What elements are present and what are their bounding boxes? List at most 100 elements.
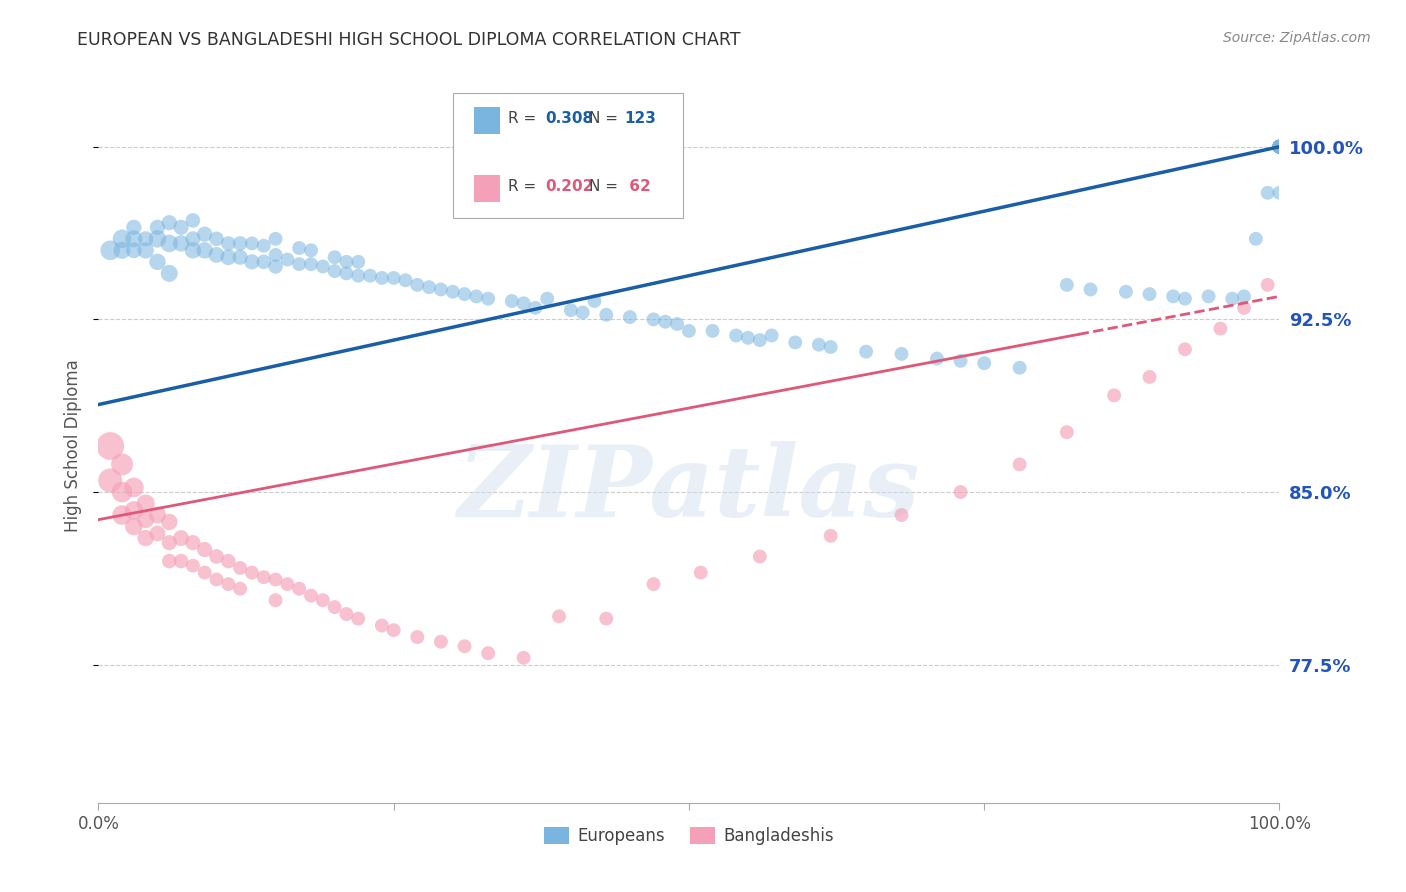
Point xyxy=(181,558,204,573)
Point xyxy=(253,255,276,269)
Point xyxy=(1268,140,1291,154)
Point xyxy=(571,305,593,319)
Point xyxy=(323,264,346,278)
Point xyxy=(1268,140,1291,154)
Point xyxy=(1268,140,1291,154)
Point xyxy=(194,244,217,258)
Point xyxy=(1268,140,1291,154)
Point xyxy=(1115,285,1137,299)
Point xyxy=(217,577,239,591)
Point xyxy=(347,268,370,283)
Point xyxy=(359,268,381,283)
Text: R =: R = xyxy=(508,111,537,126)
Legend: Europeans, Bangladeshis: Europeans, Bangladeshis xyxy=(537,820,841,852)
Point xyxy=(135,497,157,511)
Point xyxy=(1257,186,1279,200)
Point xyxy=(264,573,287,587)
Point xyxy=(240,566,263,580)
Point xyxy=(453,640,475,654)
Point xyxy=(371,271,394,285)
Point xyxy=(1139,287,1161,301)
Point xyxy=(748,333,770,347)
Point xyxy=(264,232,287,246)
Point xyxy=(217,554,239,568)
Point xyxy=(1268,140,1291,154)
Point xyxy=(855,344,877,359)
Point xyxy=(299,257,322,271)
Point xyxy=(217,250,239,264)
Point xyxy=(1209,321,1232,335)
Point xyxy=(1268,140,1291,154)
Text: ZIPatlas: ZIPatlas xyxy=(458,441,920,537)
Point xyxy=(1220,292,1243,306)
Point xyxy=(229,582,252,596)
Point xyxy=(1268,140,1291,154)
Point xyxy=(146,508,169,522)
Point xyxy=(1268,140,1291,154)
Point xyxy=(654,315,676,329)
Text: R =: R = xyxy=(508,178,537,194)
Point xyxy=(170,236,193,251)
Point xyxy=(1268,140,1291,154)
Point xyxy=(820,529,842,543)
Point xyxy=(98,244,121,258)
Point xyxy=(312,593,335,607)
Point xyxy=(146,232,169,246)
Point xyxy=(453,287,475,301)
Point xyxy=(157,535,180,549)
FancyBboxPatch shape xyxy=(474,107,501,134)
Point xyxy=(157,515,180,529)
Point xyxy=(288,582,311,596)
Point xyxy=(276,577,298,591)
Point xyxy=(406,277,429,292)
Point xyxy=(1268,140,1291,154)
Point xyxy=(264,260,287,274)
Point xyxy=(312,260,335,274)
Point xyxy=(560,303,582,318)
Point xyxy=(595,612,617,626)
Point xyxy=(1268,140,1291,154)
Point xyxy=(157,266,180,280)
Point xyxy=(1233,301,1256,315)
Point xyxy=(347,255,370,269)
Point xyxy=(1268,140,1291,154)
Point xyxy=(820,340,842,354)
Point xyxy=(157,216,180,230)
Point xyxy=(1244,232,1267,246)
Point xyxy=(548,609,571,624)
Point xyxy=(1268,140,1291,154)
Point xyxy=(194,227,217,242)
Point xyxy=(181,535,204,549)
Point xyxy=(737,331,759,345)
Point xyxy=(335,255,357,269)
Point xyxy=(122,220,145,235)
Point xyxy=(1268,140,1291,154)
Point xyxy=(111,508,134,522)
Point xyxy=(430,634,453,648)
Point xyxy=(1174,343,1197,357)
Point xyxy=(1268,140,1291,154)
Point xyxy=(501,293,523,308)
Point xyxy=(157,236,180,251)
Point xyxy=(122,519,145,533)
Point xyxy=(205,573,228,587)
Text: N =: N = xyxy=(589,111,617,126)
Point xyxy=(146,220,169,235)
Point xyxy=(135,232,157,246)
Point xyxy=(264,593,287,607)
Point xyxy=(595,308,617,322)
Point xyxy=(394,273,416,287)
Point xyxy=(229,561,252,575)
Point xyxy=(288,241,311,255)
Point xyxy=(240,255,263,269)
Point xyxy=(1139,370,1161,384)
Point xyxy=(111,232,134,246)
Point xyxy=(1268,140,1291,154)
Point xyxy=(382,271,405,285)
Point xyxy=(98,439,121,453)
Point xyxy=(382,623,405,637)
Point xyxy=(702,324,724,338)
Point xyxy=(335,607,357,621)
Point xyxy=(111,244,134,258)
Text: 0.308: 0.308 xyxy=(546,111,593,126)
